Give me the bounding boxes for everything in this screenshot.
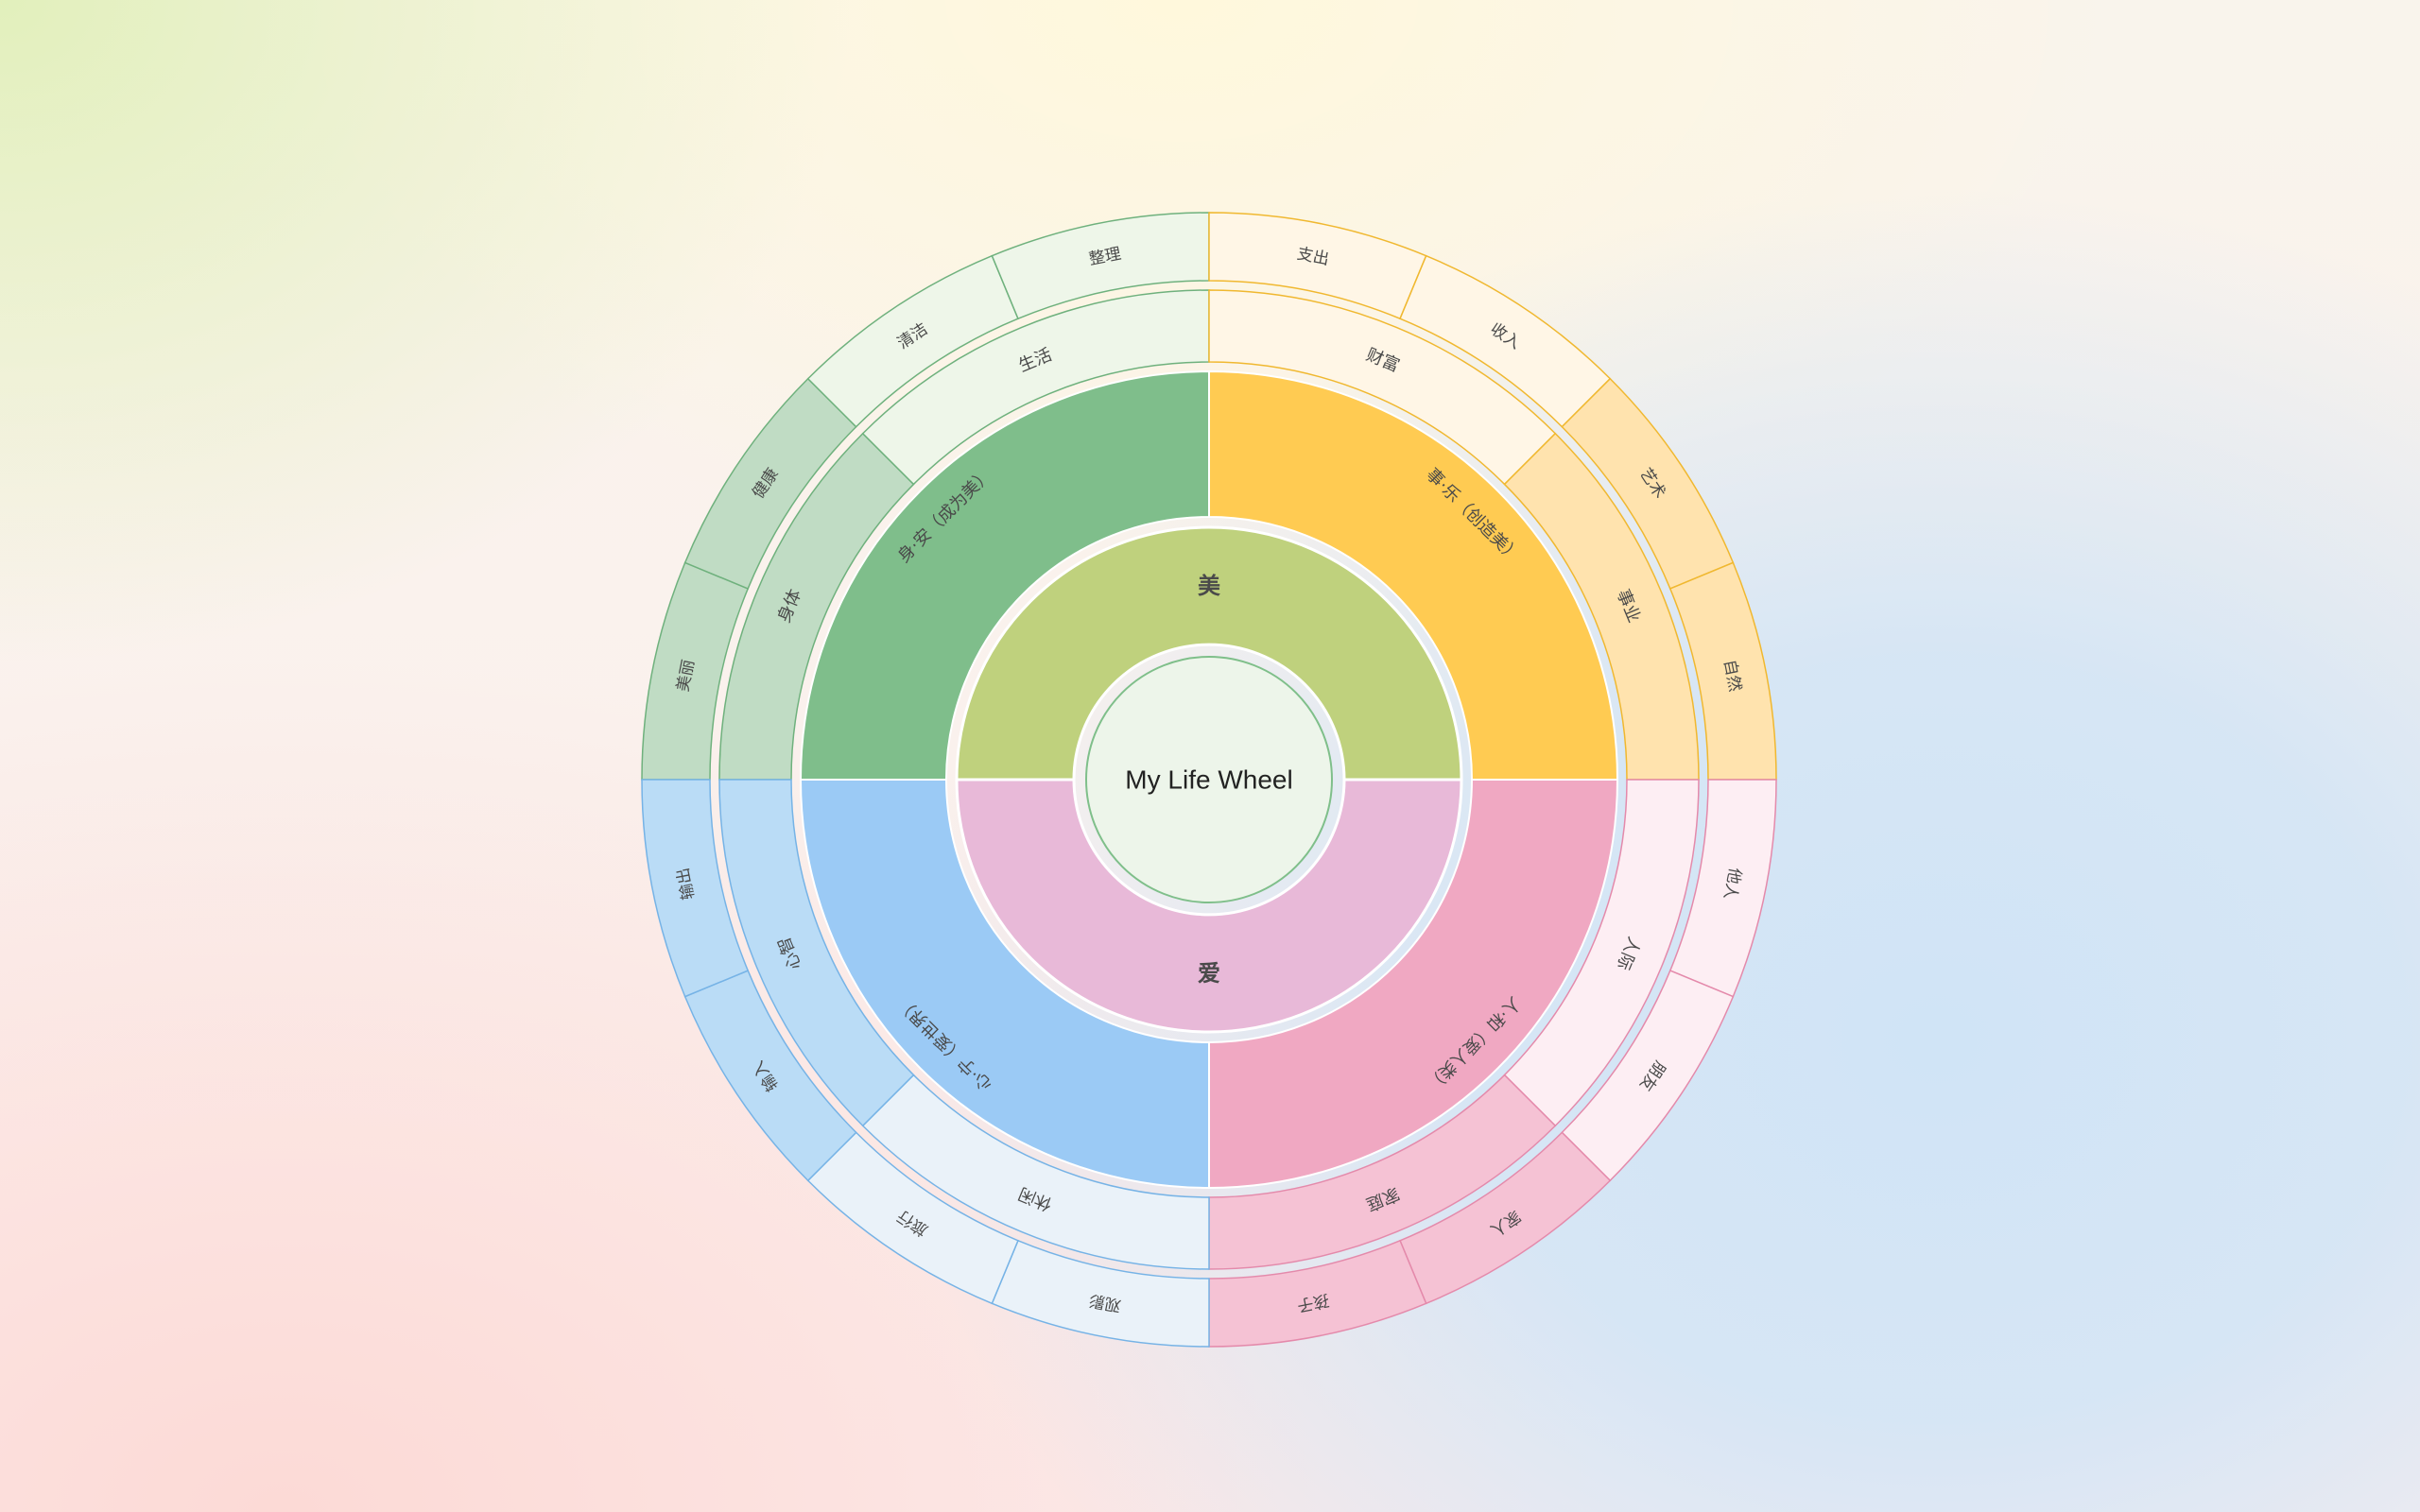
center-circle	[1085, 656, 1333, 903]
inner-segment-bottom	[955, 778, 1463, 1034]
main-segment-blue	[799, 779, 1210, 1190]
center-label: My Life Wheel	[1125, 765, 1292, 795]
wheel-center: My Life Wheel	[1085, 656, 1333, 903]
main-segment-pink	[1208, 779, 1619, 1190]
item-segment-blue-1-1	[641, 779, 750, 998]
inner-segment-top	[955, 525, 1463, 782]
main-segment-yellow	[1208, 369, 1619, 781]
inner-label-top: 美	[1198, 573, 1220, 599]
main-segment-green	[799, 369, 1210, 781]
wheel-segments	[641, 212, 1777, 1348]
inner-label-bottom: 爱	[1198, 960, 1220, 987]
sub-segment-blue-1	[718, 779, 915, 1127]
